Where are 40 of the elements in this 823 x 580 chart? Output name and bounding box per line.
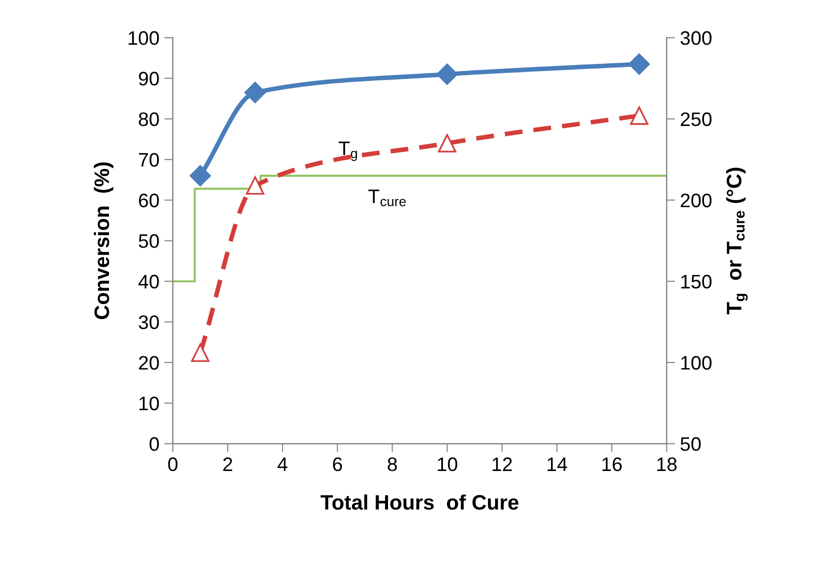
- y2-tick-label: 250: [680, 112, 712, 126]
- point: [246, 176, 264, 195]
- y-tick-label: 50: [138, 234, 159, 248]
- y-tick-label: 30: [138, 315, 159, 330]
- point: [630, 106, 648, 125]
- y2-tick-label: 300: [680, 31, 712, 45]
- y-axis-title: Conversion (%): [94, 162, 114, 320]
- annotation: T$_{g}$: [338, 142, 358, 161]
- point: [436, 64, 458, 85]
- point: [190, 165, 211, 186]
- x-tick-label: 6: [333, 457, 342, 472]
- point: [244, 82, 266, 104]
- y-tick-label: 100: [128, 31, 159, 45]
- y-tick-label: 0: [150, 437, 159, 451]
- y2-tick-label: 50: [680, 437, 701, 451]
- point: [191, 344, 210, 362]
- x-tick-label: 10: [438, 457, 458, 472]
- x-tick-label: 2: [223, 457, 232, 471]
- y-tick-label: 70: [139, 152, 159, 167]
- y-tick-label: 20: [138, 356, 159, 370]
- x-tick-label: 8: [388, 457, 397, 472]
- y2-tick-label: 100: [681, 356, 712, 370]
- y2-tick-label: 150: [681, 274, 712, 289]
- y-tick-label: 80: [138, 112, 159, 126]
- point: [628, 53, 650, 75]
- x-tick-label: 12: [492, 457, 512, 471]
- x-tick-label: 16: [602, 457, 622, 472]
- x-tick-label: 0: [168, 457, 178, 472]
- y2-axis-title: T$_{g}$ or T$_{cure}$ (°C): [726, 168, 748, 314]
- annotation: T$_{cure}$: [368, 190, 406, 206]
- x-tick-label: 18: [657, 457, 677, 472]
- y-tick-label: 10: [139, 396, 159, 410]
- x-tick-label: 14: [548, 458, 568, 471]
- y-tick-label: 40: [138, 274, 159, 289]
- x-axis-title: Total Hours of Cure: [320, 494, 518, 510]
- y2-tick-label: 200: [680, 194, 712, 208]
- x-tick-label: 4: [278, 458, 288, 471]
- y-tick-label: 60: [138, 194, 159, 208]
- point: [438, 134, 456, 152]
- y-tick-label: 90: [138, 72, 159, 86]
